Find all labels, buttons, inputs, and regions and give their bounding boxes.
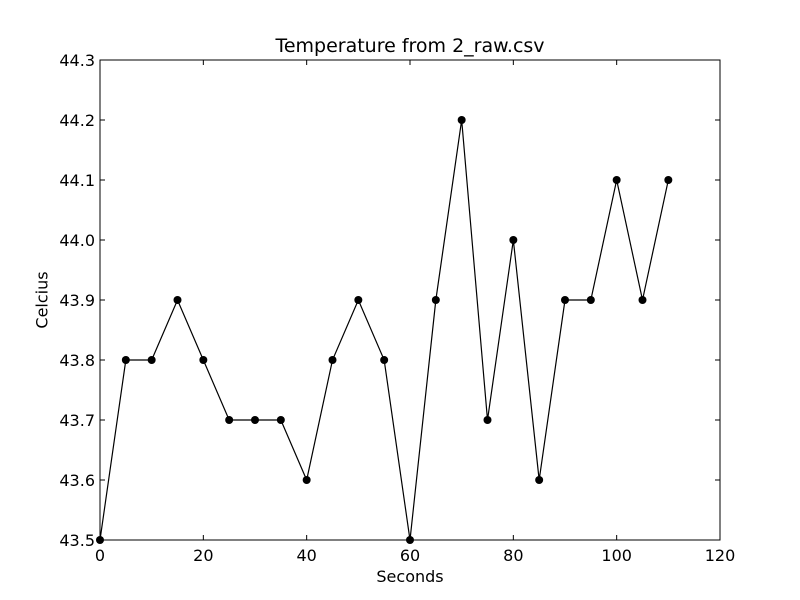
data-point — [380, 356, 389, 364]
data-point — [302, 476, 311, 484]
data-point — [328, 356, 337, 364]
data-point — [483, 416, 492, 424]
y-tick-label: 43.9 — [59, 291, 95, 310]
data-point — [121, 356, 130, 364]
plot-frame — [99, 59, 721, 541]
x-tick-label: 100 — [601, 546, 632, 565]
data-point — [612, 176, 621, 184]
data-point — [457, 116, 466, 124]
x-tick-label: 60 — [400, 546, 420, 565]
data-point — [354, 296, 363, 304]
x-axis-ticks: 0 20 40 60 80 100 120 — [95, 60, 735, 565]
data-point — [147, 356, 156, 364]
data-point — [561, 296, 569, 304]
data-point — [199, 356, 208, 364]
data-point — [173, 296, 182, 304]
data-point — [251, 416, 259, 424]
y-tick-label: 43.7 — [59, 411, 95, 430]
y-tick-label: 44.3 — [59, 51, 95, 70]
y-axis-ticks: 43.5 43.6 43.7 43.8 43.9 44.0 44.1 44.2 44.3 — [59, 51, 720, 550]
x-tick-label: 0 — [95, 546, 105, 565]
x-tick-label: 120 — [705, 546, 736, 565]
data-point — [664, 176, 673, 184]
y-tick-label: 44.0 — [59, 231, 95, 250]
data-point — [225, 416, 234, 424]
data-point — [586, 296, 595, 304]
y-tick-label: 43.8 — [59, 351, 95, 370]
series-line — [99, 119, 669, 541]
data-point — [638, 296, 647, 304]
data-point — [276, 416, 285, 424]
x-tick-label: 40 — [296, 546, 316, 565]
data-point — [535, 476, 544, 484]
y-tick-label: 44.2 — [59, 111, 95, 130]
x-axis-label: Seconds — [376, 567, 444, 586]
x-tick-label: 80 — [503, 546, 523, 565]
y-tick-label: 43.6 — [59, 471, 95, 490]
y-tick-label: 44.1 — [59, 171, 95, 190]
data-point — [509, 236, 518, 244]
y-tick-label: 43.5 — [59, 531, 95, 550]
plot-layer — [96, 116, 673, 544]
chart-title: Temperature from 2_raw.csv — [275, 35, 545, 57]
data-point — [431, 296, 440, 304]
x-tick-label: 20 — [193, 546, 213, 565]
